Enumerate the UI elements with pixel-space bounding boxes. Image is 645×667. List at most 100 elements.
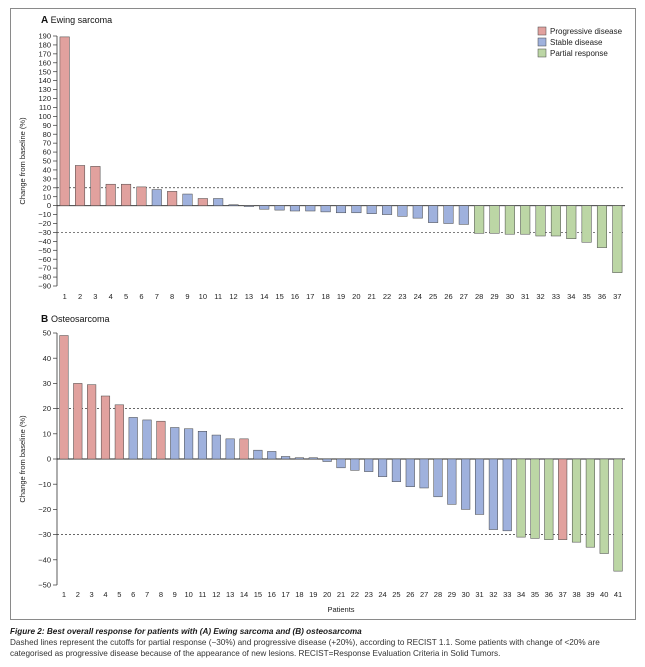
panel-a-y-tick-label: 120 <box>38 94 51 103</box>
panel-b-x-tick-label: 11 <box>199 590 207 599</box>
panel-a-y-tick-label: 90 <box>43 121 51 130</box>
panel-a-bar-18 <box>320 205 331 213</box>
panel-b-x-tick-label: 40 <box>600 590 608 599</box>
panel-a-bar-20 <box>351 205 362 214</box>
panel-a-x-tick-label: 37 <box>613 292 621 301</box>
panel-a-y-tick-label: 60 <box>43 148 51 157</box>
panel-a-y-tick-label: 110 <box>39 103 51 112</box>
panel-b-y-tick-label: 30 <box>43 379 51 388</box>
panel-a-bar-16 <box>289 205 300 212</box>
panel-a-x-tick-label: 33 <box>552 292 560 301</box>
panel-b-x-tick-label: 39 <box>586 590 594 599</box>
panel-b-y-tick-label: 40 <box>43 354 51 363</box>
panel-a-y-tick-label: 190 <box>38 32 51 41</box>
panel-b-bar-24 <box>378 458 388 477</box>
panel-a-x-tick-label: 18 <box>321 292 329 301</box>
panel-b-bar-38 <box>571 458 582 543</box>
panel-a-y-tick-label: −20 <box>38 219 51 228</box>
panel-b-bar-40 <box>599 458 609 554</box>
panel-b-x-tick-label: 7 <box>145 590 149 599</box>
panel-a-bar-13 <box>243 205 254 207</box>
panel-b-x-tick-label: 22 <box>351 590 359 599</box>
panel-a-x-tick-label: 27 <box>460 292 468 301</box>
panel-b-x-tick-label: 36 <box>545 590 553 599</box>
panel-a-x-tick-label: 8 <box>170 292 174 301</box>
panel-a-x-tick-label: 5 <box>124 292 128 301</box>
panel-b-x-axis-label: Patients <box>327 605 354 614</box>
panel-a-bar-12 <box>228 204 239 206</box>
panel-a-bar-35 <box>581 205 592 243</box>
panel-b-x-tick-label: 24 <box>378 590 386 599</box>
panel-b-bar-7 <box>142 419 152 460</box>
panel-b-bar-37 <box>558 458 568 540</box>
panel-b-x-tick-label: 32 <box>489 590 497 599</box>
panel-a-y-tick-label: 150 <box>38 67 51 76</box>
panel-a-x-tick-label: 20 <box>352 292 360 301</box>
panel-b-bar-30 <box>461 458 471 510</box>
panel-b-bar-5 <box>114 404 124 460</box>
panel-b-bar-4 <box>100 395 111 460</box>
panel-b-bar-16 <box>267 451 277 460</box>
panel-a-bar-31 <box>520 205 531 235</box>
panel-a-y-tick-label: 130 <box>38 85 51 94</box>
panel-a-bar-21 <box>366 205 377 214</box>
panel-a-x-tick-label: 1 <box>63 292 67 301</box>
panel-b-bar-21 <box>336 458 346 469</box>
panel-b-x-tick-label: 9 <box>173 590 177 599</box>
panel-b-x-tick-label: 19 <box>309 590 317 599</box>
panel-b-bar-13 <box>225 438 235 460</box>
panel-b-x-tick-label: 28 <box>434 590 442 599</box>
panel-a-x-tick-label: 24 <box>414 292 422 301</box>
panel-a-y-tick-label: 70 <box>43 139 51 148</box>
panel-a-x-tick-label: 13 <box>245 292 253 301</box>
panel-b-x-tick-label: 18 <box>295 590 303 599</box>
panel-a-bar-26 <box>443 205 454 224</box>
panel-a-x-tick-label: 25 <box>429 292 437 301</box>
panel-b-bar-2 <box>73 383 83 460</box>
panel-b-bar-35 <box>530 458 540 539</box>
panel-b-x-tick-label: 13 <box>226 590 234 599</box>
panel-a-bar-24 <box>412 205 423 219</box>
panel-b-x-tick-label: 5 <box>117 590 121 599</box>
panel-b-bar-11 <box>197 431 208 460</box>
legend-swatch-progressive <box>537 26 547 36</box>
panel-a-y-tick-label: 180 <box>38 41 51 50</box>
panel-a-y-tick-label: 50 <box>43 157 51 166</box>
panel-a-y-axis-label: Change from baseline (%) <box>18 117 27 205</box>
panel-a-x-tick-label: 17 <box>306 292 314 301</box>
panel-b-bar-36 <box>544 458 554 540</box>
panel-b-x-tick-label: 1 <box>62 590 66 599</box>
panel-a-y-tick-label: 0 <box>47 201 51 210</box>
panel-b-x-tick-label: 20 <box>323 590 331 599</box>
panel-b-bar-10 <box>184 428 194 460</box>
panel-a-bar-2 <box>75 165 86 206</box>
panel-a-bar-22 <box>382 205 393 215</box>
panel-a-bar-33 <box>550 205 561 237</box>
panel-a-bar-5 <box>121 183 132 206</box>
panel-b-x-tick-label: 12 <box>212 590 220 599</box>
panel-b-bar-17 <box>281 456 291 460</box>
panel-b-group: B Osteosarcoma −50 −40 −30 −20 −10 0 10 20 30 40 50… <box>18 314 625 614</box>
panel-b-y-tick-label: 10 <box>43 429 51 438</box>
caption-text: Dashed lines represent the cutoffs for p… <box>10 638 600 658</box>
panel-a-bar-10 <box>197 198 208 206</box>
panel-b-bar-9 <box>170 427 180 460</box>
panel-b-x-tick-label: 31 <box>475 590 483 599</box>
panel-b-bar-26 <box>405 458 415 487</box>
panel-b-bar-12 <box>211 434 221 460</box>
panel-a-x-tick-label: 4 <box>109 292 113 301</box>
panel-b-y-tick-label: −30 <box>38 530 51 539</box>
panel-a-bar-1 <box>59 36 70 206</box>
panel-a-bar-34 <box>566 205 577 239</box>
panel-a-y-tick-label: −80 <box>38 273 51 282</box>
panel-b-bar-19 <box>308 457 318 460</box>
panel-a-x-tick-label: 11 <box>214 292 222 301</box>
panel-a-legend: Progressive disease Stable disease Partial… <box>537 26 623 58</box>
panel-b-y-tick-label: 50 <box>43 329 51 338</box>
panel-b-x-tick-label: 3 <box>90 590 94 599</box>
legend-label-partial: Partial response <box>550 49 608 58</box>
panel-b-x-tick-label: 41 <box>614 590 622 599</box>
panel-b-title: B Osteosarcoma <box>41 314 110 325</box>
panel-a-y-tick-label: −60 <box>38 255 51 264</box>
panel-b-x-tick-label: 27 <box>420 590 428 599</box>
